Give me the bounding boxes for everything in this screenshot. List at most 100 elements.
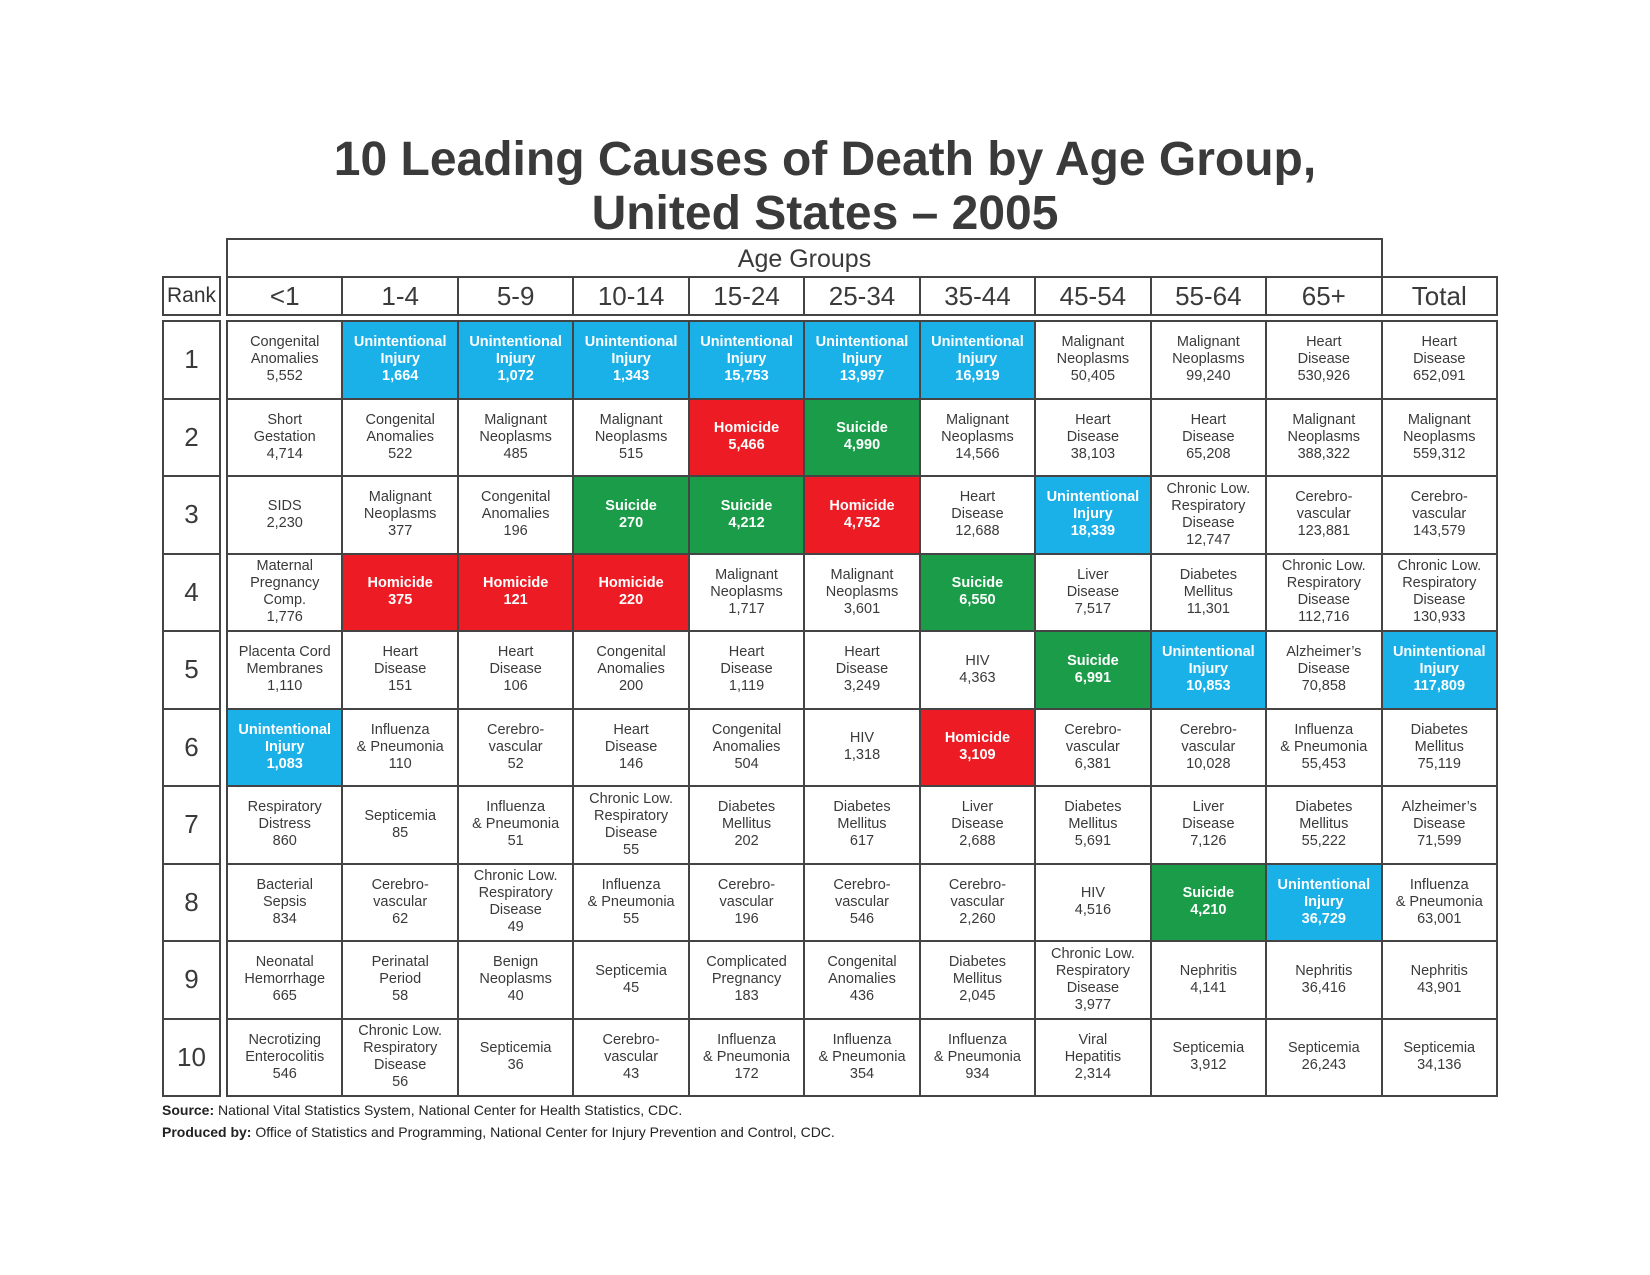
table-cell: Unintentional Injury 36,729	[1267, 864, 1383, 942]
cause-label: Heart	[844, 644, 880, 661]
table-cell: Septicemia 85	[343, 787, 459, 865]
cause-label: Heart	[497, 644, 534, 661]
cause-label: Heart	[382, 644, 418, 661]
cause-label: Malignant	[1407, 411, 1471, 428]
death-count: 1,664	[382, 368, 419, 385]
cause-label: & Pneumonia	[933, 1048, 1021, 1065]
death-count: 2,230	[266, 514, 303, 531]
cause-label: Cerebro-	[1179, 721, 1237, 738]
cause-label: Sepsis	[262, 893, 307, 910]
cause-label: Mellitus	[1414, 738, 1464, 755]
cause-label: Heart	[1190, 411, 1227, 428]
death-count: 10,853	[1186, 678, 1231, 695]
cause-label: Injury	[957, 351, 998, 368]
death-count: 12,688	[955, 523, 1000, 540]
cause-label: Injury	[1073, 506, 1113, 523]
table-cell: Cerebro-vascular 143,579	[1382, 477, 1498, 555]
cause-label: Nephritis	[1179, 962, 1237, 979]
source-note: Source: National Vital Statistics System…	[162, 1102, 682, 1118]
table-cell: Liver Disease 2,688	[920, 787, 1037, 865]
cause-label: Cerebro-	[1410, 489, 1468, 506]
death-count: 4,363	[959, 669, 996, 686]
cause-label: Mellitus	[1068, 816, 1118, 833]
death-count: 665	[272, 988, 297, 1005]
cause-label: Congenital	[250, 334, 320, 351]
death-count: 45	[623, 979, 640, 996]
cause-label: Injury	[1419, 661, 1459, 678]
death-count: 15,753	[724, 368, 769, 385]
cause-label: & Pneumonia	[1395, 893, 1483, 910]
cause-label: Respiratory	[1171, 497, 1246, 514]
death-count: 559,312	[1413, 445, 1466, 462]
death-count: 2,314	[1074, 1065, 1112, 1082]
cause-label: vascular	[1065, 738, 1120, 755]
table-cell: Congenital Anomalies 504	[689, 709, 806, 787]
cause-label: Anomalies	[712, 738, 781, 755]
table-cell: HIV 4,363	[920, 632, 1037, 710]
cause-label: Disease	[604, 738, 658, 755]
cause-label: Anomalies	[828, 971, 896, 988]
death-count: 55	[623, 910, 640, 927]
table-cell: Bacterial Sepsis 834	[228, 864, 344, 942]
death-count: 3,601	[843, 600, 881, 617]
death-count: 2,045	[959, 988, 996, 1005]
cause-label: Alzheimer’s	[1286, 644, 1362, 661]
cause-label: Disease	[720, 661, 773, 678]
cause-label: Mellitus	[837, 816, 887, 833]
cause-label: Injury	[264, 738, 305, 755]
rank-number: 6	[164, 710, 219, 787]
cause-label: Pregnancy	[250, 575, 320, 592]
death-count: 106	[503, 678, 528, 695]
table-cell: Influenza & Pneumonia 354	[805, 1019, 921, 1097]
death-count: 860	[272, 833, 297, 850]
cause-label: Disease	[1413, 351, 1466, 368]
death-count: 12,747	[1186, 531, 1231, 548]
death-count: 36,729	[1301, 910, 1346, 927]
death-count: 6,991	[1074, 669, 1112, 686]
death-count: 18,339	[1070, 523, 1116, 540]
cause-label: Disease	[1297, 351, 1350, 368]
cause-label: Anomalies	[250, 351, 319, 368]
table-cell: Heart Disease 1,119	[689, 632, 806, 710]
age-group-header: 10-14	[574, 278, 690, 314]
cause-label: Disease	[1297, 661, 1350, 678]
table-cell: Unintentional Injury 15,753	[689, 322, 806, 400]
table-cell: Complicated Pregnancy 183	[689, 942, 806, 1020]
cause-label: Homicide	[829, 497, 895, 514]
cause-label: & Pneumonia	[818, 1048, 906, 1065]
table-cell: Cerebro-vascular 546	[805, 864, 921, 942]
death-count: 16,919	[955, 368, 1000, 385]
table-cell: Perinatal Period 58	[343, 942, 459, 1020]
death-count: 63,001	[1417, 910, 1462, 927]
column-headers: <1 1-4 5-9 10-14 15-24 25-34 35-44 45-54 55-64 65…	[226, 276, 1498, 316]
cause-label: Necrotizing	[248, 1031, 321, 1048]
table-cell: Homicide 3,109	[920, 709, 1037, 787]
death-count: 183	[734, 988, 759, 1005]
age-group-header: Total	[1383, 278, 1498, 314]
rank-number: 2	[164, 400, 219, 477]
death-count: 151	[388, 678, 413, 695]
death-count: 515	[618, 445, 644, 462]
death-count: 546	[272, 1065, 297, 1082]
death-count: 110	[388, 755, 412, 772]
death-count: 11,301	[1186, 600, 1230, 617]
death-count: 375	[388, 592, 413, 609]
table-cell: Malignant Neoplasms 1,717	[689, 554, 806, 632]
table-cell: Chronic Low. Respiratory Disease 56	[343, 1019, 459, 1097]
cause-label: vascular	[950, 893, 1005, 910]
age-groups-label: Age Groups	[737, 245, 872, 273]
table-cell: HIV 1,318	[805, 709, 921, 787]
death-count: 26,243	[1301, 1057, 1346, 1074]
table-cell: Respiratory Distress 860	[228, 787, 344, 865]
cause-label: Unintentional	[1392, 644, 1486, 661]
death-count: 934	[965, 1065, 990, 1082]
cause-label: Malignant	[830, 566, 894, 583]
age-group-header: 55-64	[1152, 278, 1268, 314]
death-count: 3,109	[959, 747, 996, 764]
cause-label: vascular	[834, 893, 889, 910]
death-count: 220	[618, 592, 644, 609]
cause-label: Injury	[380, 351, 420, 368]
chart-title-line-2: United States – 2005	[591, 187, 1059, 240]
cause-label: Septicemia	[1172, 1040, 1245, 1057]
cause-label: Diabetes	[1295, 799, 1353, 816]
